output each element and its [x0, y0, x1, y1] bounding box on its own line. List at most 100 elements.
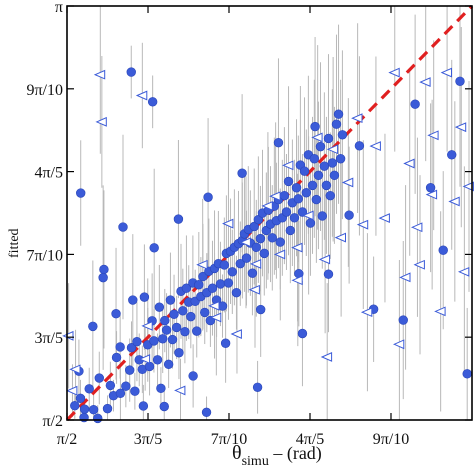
- data-point-circle: [310, 121, 320, 132]
- data-point-circle: [255, 233, 266, 244]
- data-point-circle: [398, 315, 408, 325]
- data-point-circle: [88, 321, 98, 332]
- data-point-circle: [329, 170, 340, 181]
- data-point-circle: [344, 210, 354, 220]
- data-point-circle: [125, 365, 135, 375]
- data-point-circle: [130, 386, 140, 396]
- data-point-triangle: [457, 266, 470, 277]
- data-point-triangle: [425, 189, 438, 200]
- data-point-circle: [163, 359, 174, 370]
- y-tick-label: π: [55, 0, 63, 16]
- data-point-triangle: [291, 242, 303, 253]
- data-point-triangle: [326, 144, 339, 155]
- data-point-circle: [138, 401, 149, 411]
- data-point-circle: [323, 269, 334, 279]
- data-point-circle: [220, 338, 231, 348]
- data-point-triangle: [138, 354, 151, 364]
- data-point-circle: [152, 355, 163, 365]
- data-point-triangle: [282, 160, 294, 171]
- data-point-circle: [118, 222, 128, 232]
- y-tick-label: π/2: [42, 413, 63, 430]
- data-point-circle: [227, 267, 238, 277]
- y-tick-label: 7π/10: [26, 247, 63, 264]
- data-point-circle: [139, 292, 150, 302]
- data-point-circle: [255, 304, 266, 315]
- data-point-triangle: [334, 232, 346, 243]
- data-point-triangle: [434, 306, 446, 317]
- data-point-triangle: [440, 67, 452, 78]
- data-point-triangle: [230, 329, 242, 339]
- data-point-circle: [128, 295, 138, 305]
- data-point-circle: [76, 188, 86, 198]
- x-tick-label: 9π/10: [373, 431, 410, 448]
- data-point-circle: [281, 207, 292, 217]
- data-point-circle: [126, 67, 136, 77]
- data-point-triangle: [341, 177, 354, 188]
- data-point-circle: [259, 248, 269, 259]
- axis-ticks-layer: π/2 3π/5 7π/10 4π/5 9π/10 π/2 3π/5 7π/10 4π/5 9π/…: [26, 0, 472, 448]
- data-point-circle: [161, 325, 172, 335]
- data-point-triangle: [403, 158, 415, 169]
- data-point-circle: [156, 383, 166, 394]
- data-point-circle: [98, 272, 108, 283]
- data-point-circle: [215, 279, 226, 289]
- data-point-circle: [165, 295, 176, 305]
- data-point-circle: [235, 258, 246, 269]
- data-point-circle: [169, 309, 179, 319]
- data-point-triangle: [66, 385, 78, 396]
- data-point-circle: [455, 76, 465, 86]
- data-point-triangle: [448, 196, 460, 207]
- data-point-triangle: [209, 312, 222, 323]
- plot-frame: [66, 5, 473, 421]
- data-point-circle: [319, 161, 330, 171]
- data-point-circle: [88, 404, 99, 415]
- data-point-triangle: [291, 275, 303, 286]
- data-point-circle: [251, 242, 261, 253]
- data-point-circle: [181, 283, 192, 293]
- data-point-circle: [337, 130, 348, 140]
- data-point-circle: [186, 311, 196, 322]
- data-point-circle: [237, 168, 247, 178]
- data-point-circle: [273, 137, 284, 148]
- data-point-triangle: [392, 339, 405, 350]
- x-axis-subscript: simu: [242, 454, 269, 469]
- data-point-circle: [323, 133, 334, 144]
- x-axis-symbol: θ: [232, 442, 242, 464]
- data-point-triangle: [261, 201, 273, 211]
- data-point-circle: [293, 194, 304, 204]
- data-point-circle: [167, 334, 178, 345]
- data-point-circle: [203, 192, 213, 202]
- data-point-circle: [102, 403, 113, 414]
- data-point-triangle: [369, 141, 381, 152]
- data-point-circle: [327, 158, 338, 168]
- data-point-circle: [252, 382, 263, 392]
- data-point-triangle: [95, 116, 107, 127]
- data-point-circle: [126, 343, 137, 353]
- data-point-triangle: [360, 307, 373, 318]
- data-point-circle: [75, 393, 86, 404]
- data-point-triangle: [62, 330, 74, 341]
- data-point-triangle: [273, 249, 286, 260]
- data-point-circle: [154, 302, 165, 312]
- data-point-circle: [93, 413, 103, 424]
- data-point-triangle: [378, 213, 390, 223]
- data-point-circle: [174, 348, 184, 358]
- x-tick-label: 7π/10: [211, 431, 248, 448]
- data-point-triangle: [249, 259, 262, 269]
- x-tick-label: π/2: [57, 431, 78, 448]
- data-point-circle: [207, 283, 218, 293]
- data-point-circle: [132, 336, 142, 347]
- data-point-circle: [84, 384, 94, 394]
- data-point-circle: [313, 170, 324, 181]
- data-point-circle: [335, 154, 346, 164]
- data-point-circle: [200, 307, 210, 318]
- data-point-circle: [299, 166, 310, 176]
- data-point-triangle: [462, 181, 474, 192]
- data-point-triangle: [141, 320, 153, 331]
- data-point-triangle: [239, 237, 251, 248]
- data-point-circle: [291, 183, 302, 193]
- data-point-triangle: [222, 218, 234, 229]
- data-point-circle: [267, 233, 277, 243]
- data-point-triangle: [318, 254, 331, 265]
- data-point-circle: [285, 225, 296, 236]
